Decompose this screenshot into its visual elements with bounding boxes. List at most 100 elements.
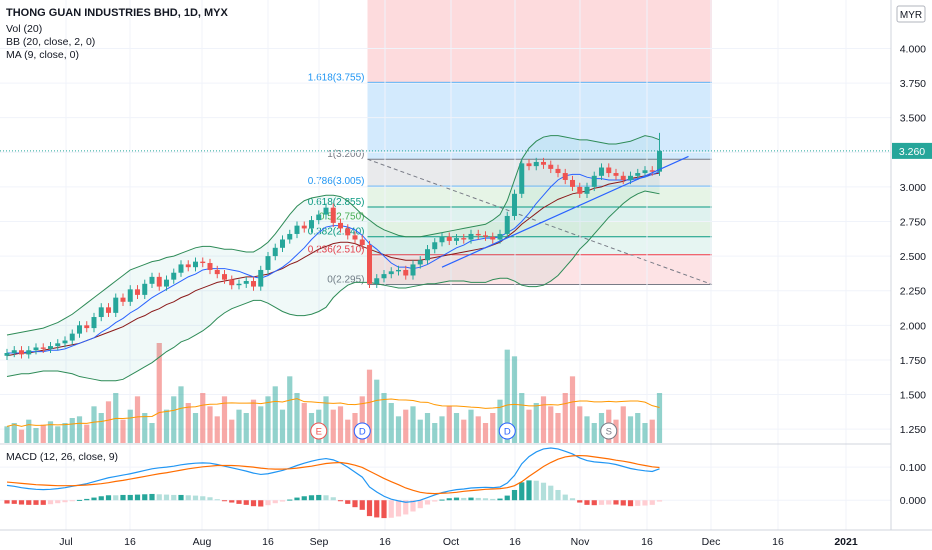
legend-vol[interactable]: Vol (20)	[6, 23, 42, 35]
legend-bb[interactable]: BB (20, close, 2, 0)	[6, 36, 95, 48]
candle-body	[193, 261, 198, 268]
candle-body	[367, 245, 372, 284]
fib-label-0: 1.618(3.755)	[308, 72, 365, 83]
macd-hist-bar	[584, 500, 590, 505]
volume-bar	[55, 426, 61, 443]
trend-lines[interactable]	[0, 150, 891, 268]
volume-bar	[649, 419, 655, 443]
candle-body	[417, 260, 423, 265]
volume-bar	[461, 419, 467, 443]
volume-bar	[171, 396, 177, 443]
volume-bar	[105, 401, 112, 443]
price-tick-label: 1.500	[900, 390, 926, 402]
macd-hist-bar	[55, 500, 61, 504]
candle-body	[657, 150, 662, 172]
candlesticks	[4, 132, 662, 360]
candle-body	[301, 225, 307, 229]
volume-bar	[185, 403, 191, 443]
macd-hist-bar	[461, 497, 467, 501]
fibonacci-retracement[interactable]: 1.618(3.755) 1(3.200) 0.786(3.005) 0.618(2.…	[308, 0, 713, 285]
macd-hist-bar	[192, 495, 199, 501]
bb-basis-line	[6, 172, 660, 357]
volume-bar	[258, 406, 264, 443]
legend-ma[interactable]: MA (9, close, 0)	[6, 49, 79, 61]
time-tick-label: Oct	[443, 536, 459, 548]
volume-bar	[511, 356, 518, 443]
macd-hist-bar	[26, 500, 32, 505]
time-tick-label: Aug	[193, 536, 212, 548]
macd-hist-bar	[548, 485, 554, 501]
macd-hist-bar	[308, 495, 315, 501]
volume-bar	[142, 413, 148, 443]
macd-hist-bar	[366, 500, 373, 517]
macd-hist-bar	[540, 482, 547, 501]
candle-body	[200, 261, 206, 264]
candle-body	[214, 269, 220, 275]
candle-body	[258, 269, 264, 287]
macd-hist-bar	[569, 498, 576, 501]
candle-body	[323, 207, 329, 215]
currency-badge-box	[896, 5, 926, 23]
volume-bar	[540, 396, 547, 443]
macd-hist-bar	[4, 500, 10, 504]
macd-hist-bar	[185, 495, 191, 501]
volume-bar	[366, 369, 373, 443]
legend-macd[interactable]: MACD (12, 26, close, 9)	[6, 451, 118, 463]
fib-zone-top	[367, 0, 712, 83]
macd-hist-bar	[490, 498, 496, 501]
fib-label-1: 1(3.200)	[327, 149, 364, 160]
volume-bar	[163, 409, 170, 443]
candle-body	[381, 274, 387, 279]
bb-fill	[7, 135, 660, 381]
fib-zone-3	[367, 206, 712, 222]
candle-body	[396, 269, 401, 272]
volume-bar	[533, 403, 539, 443]
volume-bar	[134, 396, 141, 443]
volume-bar	[424, 413, 431, 443]
macd-hist-bar	[236, 500, 242, 504]
currency-badge[interactable]: MYR	[896, 5, 926, 23]
price-tick-label: 2.500	[900, 251, 926, 263]
volume-bar	[490, 413, 496, 443]
macd-pane	[0, 443, 891, 519]
macd-hist-bar	[424, 500, 431, 505]
macd-hist-bar	[243, 500, 249, 505]
time-tick-label: 16	[772, 536, 784, 548]
candle-body	[439, 236, 445, 243]
candle-body	[410, 264, 416, 276]
volume-bar	[642, 423, 648, 443]
volume-ma-line	[6, 398, 660, 427]
candle-body	[584, 186, 590, 194]
candle-body	[222, 274, 227, 280]
candle-body	[316, 214, 322, 221]
candle-body	[461, 238, 467, 240]
candle-body	[171, 272, 177, 280]
macd-hist-bar	[301, 496, 307, 501]
macd-hist-bar	[250, 500, 257, 507]
fib-label-4: 0.5(2.750)	[319, 212, 365, 223]
volume-bar	[395, 416, 402, 443]
event-label-1: D	[359, 427, 366, 438]
volume-bar	[221, 396, 228, 443]
macd-hist-bar	[352, 500, 358, 508]
candle-body	[468, 233, 474, 240]
candle-body	[432, 242, 438, 250]
event-marker-3	[600, 422, 618, 440]
price-tick-label: 2.250	[900, 286, 926, 298]
macd-hist-bar	[178, 494, 184, 501]
candle-body	[106, 307, 111, 313]
macd-hist-bar	[258, 500, 264, 507]
candle-body	[606, 167, 612, 174]
candle-body	[338, 222, 343, 229]
volume-bar	[337, 406, 344, 443]
macd-hist-bar	[526, 480, 532, 501]
macd-hist-bar	[410, 500, 416, 512]
macd-hist-bar	[11, 500, 17, 504]
volume-bar	[417, 419, 423, 443]
macd-hist-bar	[374, 500, 380, 518]
candle-body	[403, 269, 409, 276]
macd-hist-bar	[613, 500, 619, 505]
